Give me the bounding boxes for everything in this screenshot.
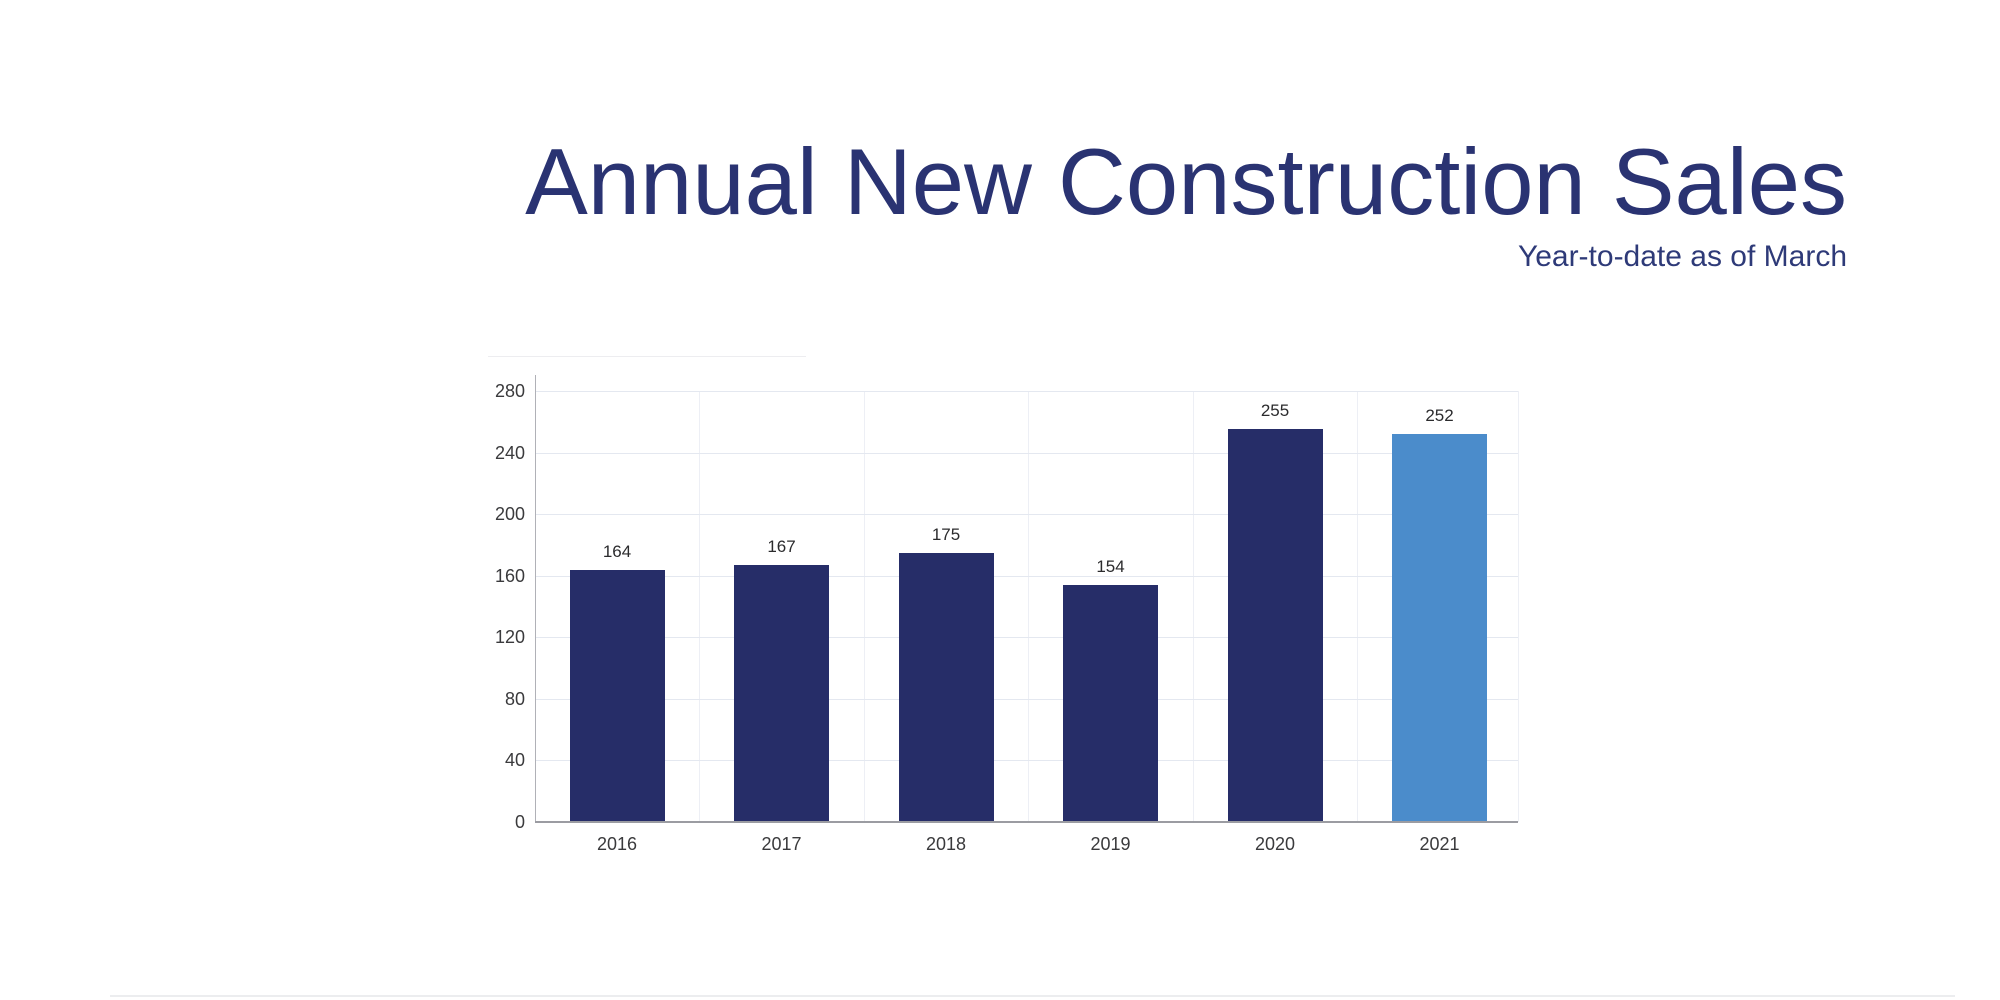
x-tick-label-2016: 2016 xyxy=(596,834,638,854)
y-tick-label: 40 xyxy=(504,750,525,771)
x-tick-label-2019: 2019 xyxy=(1090,834,1131,854)
x-axis-line xyxy=(535,821,1518,823)
vertical-gridline xyxy=(1192,391,1194,822)
horizontal-gridline xyxy=(535,637,1518,638)
x-tick-label-2017: 2017 xyxy=(761,834,802,854)
bar-value-label-2020: 255 xyxy=(1260,401,1290,421)
vertical-gridline xyxy=(699,391,701,822)
bar-2021 xyxy=(1392,434,1487,822)
y-tick-label: 240 xyxy=(494,442,525,463)
bar-value-label-2021: 252 xyxy=(1425,406,1454,426)
y-tick-label: 200 xyxy=(494,504,525,525)
bar-2016 xyxy=(569,569,665,822)
y-tick-label: 160 xyxy=(494,565,525,586)
bar-value-label-2017: 167 xyxy=(767,536,796,556)
horizontal-gridline xyxy=(535,699,1518,700)
bar-2020 xyxy=(1227,429,1323,822)
bottom-edge-line xyxy=(110,995,1955,997)
bar-value-label-2019: 154 xyxy=(1096,556,1125,576)
x-tick-label-2021: 2021 xyxy=(1419,834,1460,854)
horizontal-gridline xyxy=(535,514,1518,515)
vertical-gridline xyxy=(1357,391,1359,822)
bar-value-label-2016: 164 xyxy=(602,541,632,561)
bar-value-label-2018: 175 xyxy=(931,524,961,544)
y-tick-label: 80 xyxy=(504,688,525,709)
vertical-gridline xyxy=(1028,391,1030,822)
bar-2019 xyxy=(1063,584,1158,822)
chart-subtitle: Year-to-date as of March xyxy=(1517,240,1847,273)
bar-2018 xyxy=(898,552,994,822)
horizontal-gridline xyxy=(535,391,1518,392)
x-tick-label-2020: 2020 xyxy=(1254,834,1296,854)
horizontal-gridline xyxy=(535,576,1518,577)
horizontal-gridline xyxy=(535,760,1518,761)
bar-2017 xyxy=(734,564,829,822)
vertical-gridline xyxy=(863,391,865,822)
horizontal-gridline xyxy=(535,453,1518,454)
y-tick-label: 280 xyxy=(494,381,525,401)
chart-panel-edge xyxy=(488,356,806,357)
y-tick-label: 120 xyxy=(494,627,525,648)
y-axis-line xyxy=(535,375,536,822)
chart-title: Annual New Construction Sales xyxy=(525,129,1847,234)
y-tick-label: 0 xyxy=(514,812,525,832)
plot-right-edge xyxy=(1518,391,1519,822)
x-tick-label-2018: 2018 xyxy=(925,834,967,854)
